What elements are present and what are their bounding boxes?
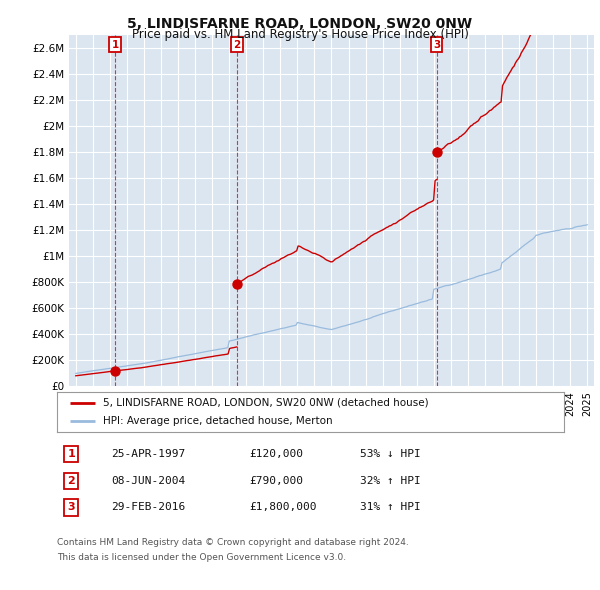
Text: This data is licensed under the Open Government Licence v3.0.: This data is licensed under the Open Gov… (57, 553, 346, 562)
Text: 5, LINDISFARNE ROAD, LONDON, SW20 0NW: 5, LINDISFARNE ROAD, LONDON, SW20 0NW (127, 17, 473, 31)
Text: 5, LINDISFARNE ROAD, LONDON, SW20 0NW (detached house): 5, LINDISFARNE ROAD, LONDON, SW20 0NW (d… (103, 398, 428, 408)
Text: £1,800,000: £1,800,000 (249, 503, 317, 512)
Text: 29-FEB-2016: 29-FEB-2016 (111, 503, 185, 512)
Text: 3: 3 (433, 40, 440, 50)
Text: 31% ↑ HPI: 31% ↑ HPI (360, 503, 421, 512)
Text: 2: 2 (233, 40, 241, 50)
Text: 1: 1 (112, 40, 119, 50)
Text: Price paid vs. HM Land Registry's House Price Index (HPI): Price paid vs. HM Land Registry's House … (131, 28, 469, 41)
Text: 08-JUN-2004: 08-JUN-2004 (111, 476, 185, 486)
Text: 32% ↑ HPI: 32% ↑ HPI (360, 476, 421, 486)
Text: £790,000: £790,000 (249, 476, 303, 486)
Text: 53% ↓ HPI: 53% ↓ HPI (360, 450, 421, 459)
Text: £120,000: £120,000 (249, 450, 303, 459)
Text: 25-APR-1997: 25-APR-1997 (111, 450, 185, 459)
Text: 3: 3 (68, 503, 75, 512)
Text: 2: 2 (68, 476, 75, 486)
Text: Contains HM Land Registry data © Crown copyright and database right 2024.: Contains HM Land Registry data © Crown c… (57, 538, 409, 548)
Text: HPI: Average price, detached house, Merton: HPI: Average price, detached house, Mert… (103, 416, 332, 426)
Text: 1: 1 (68, 450, 75, 459)
